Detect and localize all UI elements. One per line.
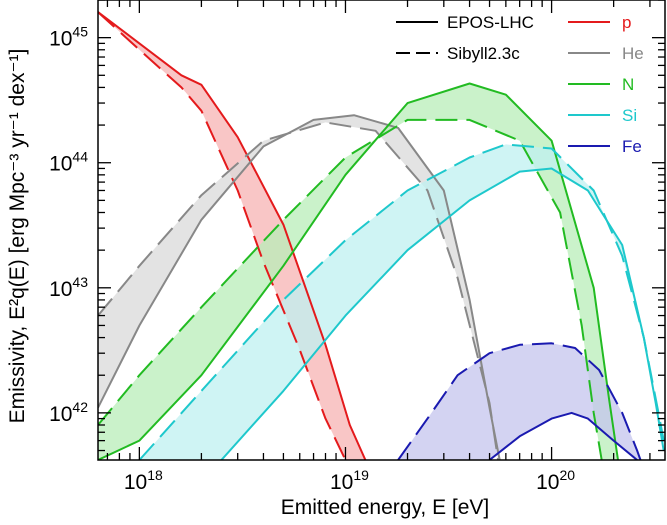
legend-label-sibyll: Sibyll2.3c	[447, 44, 520, 63]
band-he	[98, 115, 500, 460]
line-n-sibyll	[98, 118, 603, 460]
band-p	[98, 12, 366, 460]
x-tick-label: 1018	[124, 467, 163, 494]
tick-label-layer: 1018 1019 1020 1042 1043 1044 1045	[49, 24, 575, 494]
line-fe-sibyll	[397, 342, 642, 460]
line-he-epos	[98, 114, 501, 460]
y-tick-label: 1042	[49, 399, 88, 426]
y-tick-label: 1044	[49, 149, 88, 176]
x-axis-title: Emitted energy, E [eV]	[281, 496, 490, 519]
band-layer	[98, 12, 664, 460]
line-fe-epos	[488, 411, 638, 460]
legend-label-p: p	[622, 13, 631, 32]
model-legend: EPOS-LHC Sibyll2.3c	[396, 13, 534, 63]
line-layer	[98, 11, 665, 460]
x-tick-label: 1020	[536, 467, 575, 494]
line-p-sibyll	[98, 11, 347, 460]
y-axis-title: Emissivity, E²q(E) [erg Mpc⁻³ yr⁻¹ dex⁻¹…	[6, 49, 29, 424]
tick-layer	[98, 0, 665, 460]
line-p-epos	[98, 11, 367, 460]
plot-frame	[97, 0, 666, 461]
band-si	[139, 144, 664, 460]
band-fe	[398, 343, 641, 460]
y-tick-label: 1045	[49, 24, 88, 51]
band-n	[98, 83, 618, 460]
legend-label-fe: Fe	[622, 137, 642, 156]
line-he-sibyll	[98, 121, 500, 460]
line-si-sibyll	[138, 143, 665, 460]
species-legend: p He N Si Fe	[568, 13, 644, 156]
legend-label-si: Si	[622, 106, 637, 125]
y-tick-label: 1043	[49, 274, 88, 301]
legend-label-he: He	[622, 44, 644, 63]
x-tick-label: 1019	[330, 467, 369, 494]
legend-label-epos: EPOS-LHC	[447, 13, 534, 32]
line-n-epos	[98, 82, 619, 460]
legend-label-n: N	[622, 75, 634, 94]
